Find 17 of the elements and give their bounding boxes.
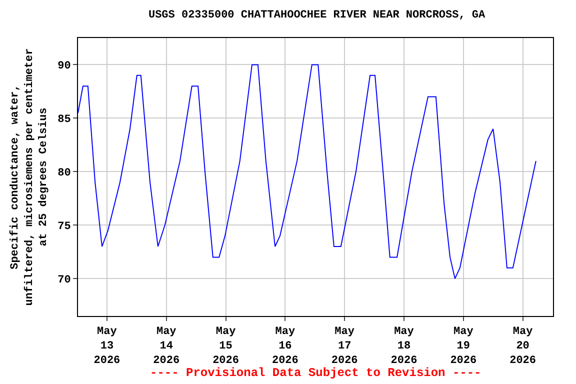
y-tick-label: 80 (58, 168, 71, 180)
y-tick-label: 75 (58, 220, 72, 233)
x-tick-label: May 13 2026 (94, 326, 120, 367)
x-tick-label: May 14 2026 (153, 326, 180, 367)
x-tick-label: May 17 2026 (331, 326, 358, 367)
x-tick-label: May 19 2026 (450, 326, 477, 367)
x-tick-label: May 16 2026 (272, 326, 298, 367)
y-tick-label: 70 (58, 274, 71, 286)
x-tick-label: May 15 2026 (212, 326, 239, 367)
y-tick-label: 90 (58, 60, 71, 73)
x-tick-label: May 18 2026 (390, 326, 418, 367)
x-tick-label: May 20 2026 (510, 326, 536, 367)
y-axis-title: Specific conductance, water, unfiltered, microsiemens per centimeter at 25 degrees Celsius (8, 48, 50, 306)
text: ---- Provisional Data Subject to Revision ---- (150, 366, 482, 380)
line-series (78, 64, 536, 280)
y-tick-label: 85 (58, 114, 72, 126)
chart-title: USGS 02335000 CHATTAHOOCHEE RIVER NEAR NORCROSS, GA (148, 9, 486, 22)
